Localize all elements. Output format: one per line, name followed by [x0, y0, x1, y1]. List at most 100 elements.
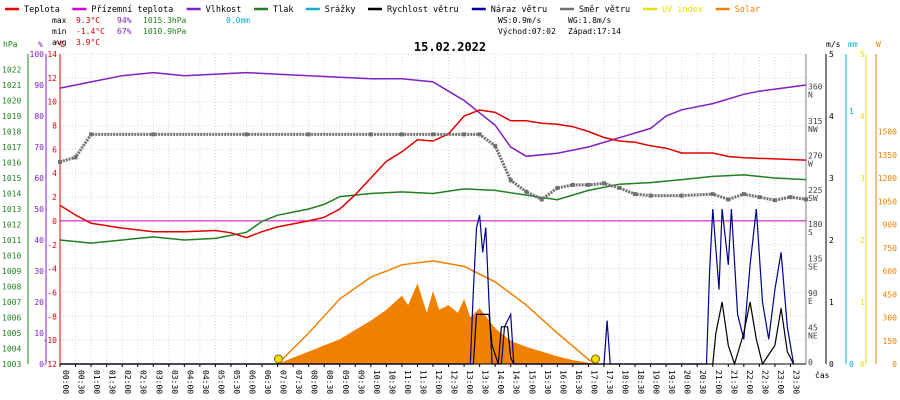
x-tick-22: 11:00 [403, 370, 412, 394]
x-tick-12: 06:00 [248, 370, 257, 394]
x-tick-44: 22:00 [745, 370, 754, 394]
pressure-tick-17: 1020 [2, 97, 21, 106]
x-tick-36: 18:00 [621, 370, 630, 394]
wind-tick-1: 1 [829, 298, 834, 307]
legend-label-3: Tlak [273, 5, 293, 15]
direction-tick-0: 0 [808, 358, 813, 367]
humidity-tick-1: 10 [34, 329, 44, 338]
uv-tick-3: 3 [860, 174, 865, 183]
x-tick-31: 15:30 [543, 370, 552, 394]
pressure-tick-15: 1018 [2, 128, 21, 137]
direction-cardinal-8: N [808, 90, 813, 99]
min-pressure: 1010.9hPa [143, 27, 187, 36]
wind-tick-4: 4 [829, 112, 834, 121]
pressure-tick-19: 1022 [2, 66, 21, 75]
solar-theoretical-line [277, 260, 597, 365]
wind-direction-dot-6 [368, 132, 373, 137]
x-tick-37: 18:30 [636, 370, 645, 394]
solar-tick-0: 0 [892, 360, 897, 369]
legend: Teplota Přízemní teplota Vlhkost Tlak Srážky… [5, 5, 760, 15]
solar-area [277, 283, 595, 364]
max-humidity: 94% [117, 16, 132, 25]
avg-temp: 3.9°C [76, 38, 100, 47]
humidity-tick-7: 70 [34, 143, 44, 152]
wind-direction-dot-9 [462, 132, 467, 137]
solar-tick-3: 450 [883, 290, 898, 299]
x-axis-label: čas [815, 370, 830, 380]
humidity-tick-6: 60 [34, 174, 44, 183]
direction-cardinal-4: S [808, 228, 813, 237]
x-tick-40: 20:00 [683, 370, 692, 394]
rain-tick-0: 0 [849, 360, 854, 369]
legend-label-8: UV index [662, 5, 703, 15]
x-tick-34: 17:00 [589, 370, 598, 394]
direction-cardinal-2: E [808, 297, 813, 306]
direction-tick-7: 315 [808, 117, 823, 126]
min-humidity: 67% [117, 27, 132, 36]
direction-cardinal-5: SW [808, 194, 818, 203]
uv-tick-2: 2 [860, 236, 865, 245]
wind-direction-dot-24 [726, 197, 731, 202]
max-pressure: 1015.3hPa [143, 16, 187, 25]
x-tick-9: 04:30 [201, 370, 210, 394]
wind-tick-3: 3 [829, 174, 834, 183]
legend-label-2: Vlhkost [206, 5, 242, 15]
x-tick-19: 09:30 [356, 370, 365, 394]
rain-tick-1: 1 [849, 107, 854, 116]
pressure-tick-3: 1006 [2, 314, 21, 323]
direction-tick-5: 225 [808, 186, 823, 195]
temperature-tick-6: 0 [52, 217, 57, 226]
direction-cardinal-3: SE [808, 263, 818, 272]
plot-area [58, 71, 808, 366]
stats-block: max 9.3°C 94% 1015.3hPa 0.0mm min -1.4°C… [52, 16, 621, 47]
temperature-tick-1: -10 [43, 336, 58, 345]
wind-gust-stat: WG:1.8m/s [568, 16, 612, 25]
x-tick-4: 02:00 [123, 370, 132, 394]
sun-marker-0 [274, 354, 284, 364]
x-tick-42: 21:00 [714, 370, 723, 394]
x-tick-32: 16:00 [558, 370, 567, 394]
humidity-tick-0: 0 [39, 360, 44, 369]
x-tick-21: 10:30 [387, 370, 396, 394]
x-tick-27: 13:30 [481, 370, 490, 394]
x-tick-0: 00:00 [61, 370, 70, 394]
x-tick-8: 04:00 [185, 370, 194, 394]
humidity-tick-5: 50 [34, 205, 44, 214]
x-tick-3: 01:30 [108, 370, 117, 394]
x-tick-35: 17:30 [605, 370, 614, 394]
pressure-tick-8: 1011 [2, 236, 21, 245]
x-tick-47: 23:30 [791, 370, 800, 394]
solar-tick-9: 1350 [878, 151, 897, 160]
x-tick-7: 03:30 [170, 370, 179, 394]
axes: hPa% °C m/s mm W1003100410051006100710081009… [2, 40, 897, 369]
solar-tick-10: 1500 [878, 128, 897, 137]
humidity-line [59, 71, 807, 158]
x-tick-33: 16:30 [574, 370, 583, 394]
wind-speed-stat: WS:0.9m/s [498, 16, 542, 25]
x-tick-17: 08:30 [325, 370, 334, 394]
humidity-tick-9: 90 [34, 81, 44, 90]
wind-tick-5: 5 [829, 50, 834, 59]
humidity-unit: % [38, 40, 43, 49]
temperature-tick-7: 2 [52, 193, 57, 202]
pressure-tick-11: 1014 [2, 190, 21, 199]
x-tick-20: 10:00 [372, 370, 381, 394]
legend-label-5: Rychlost větru [387, 5, 459, 15]
direction-tick-6: 270 [808, 151, 823, 160]
x-axis: 00:00 00:30 01:00 01:30 02:00 02:30 03:00 03:30… [59, 363, 830, 394]
x-tick-30: 15:00 [527, 370, 536, 394]
pressure-tick-2: 1005 [2, 329, 21, 338]
temperature-unit: °C [55, 40, 65, 49]
max-temp: 9.3°C [76, 16, 100, 25]
temperature-line [59, 109, 807, 239]
solar-tick-2: 300 [883, 314, 898, 323]
pressure-tick-9: 1012 [2, 221, 21, 230]
pressure-tick-10: 1013 [2, 205, 21, 214]
temperature-tick-4: -4 [47, 265, 57, 274]
solar-unit: W [876, 40, 881, 49]
x-tick-16: 08:00 [310, 370, 319, 394]
wind-direction-dot-29 [804, 197, 808, 202]
x-tick-6: 03:00 [154, 370, 163, 394]
temperature-tick-2: -8 [47, 312, 57, 321]
temperature-tick-8: 4 [52, 169, 57, 178]
